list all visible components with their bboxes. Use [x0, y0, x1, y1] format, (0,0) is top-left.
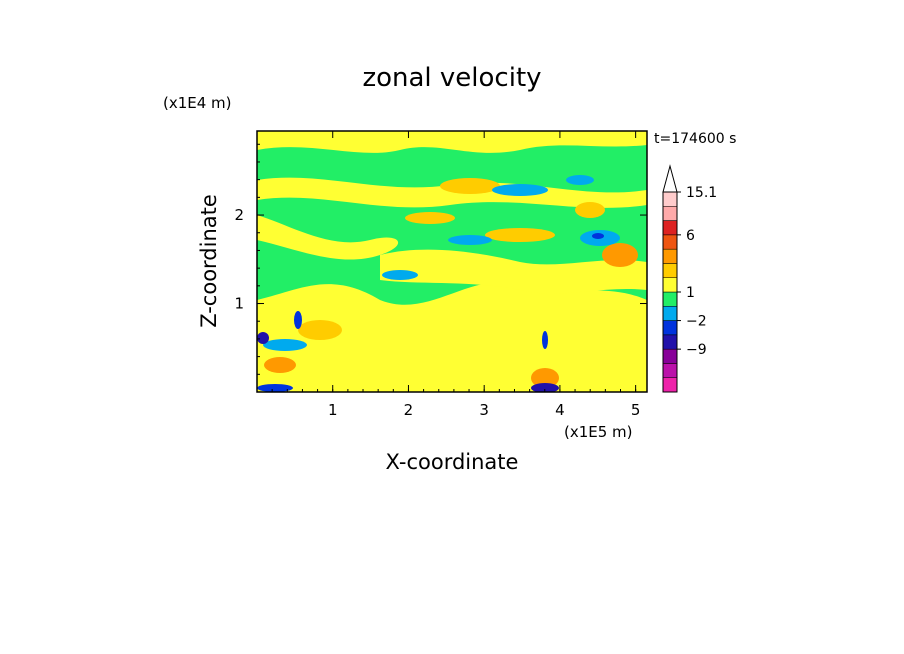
x-tick-label: 5	[631, 401, 641, 419]
y-tick-label: 1	[234, 295, 244, 313]
time-label: t=174600 s	[654, 131, 736, 147]
colorbar-segment	[662, 277, 678, 293]
plot-frame	[256, 130, 648, 393]
colorbar-segment	[662, 263, 678, 278]
colorbar-tick-label: −9	[686, 342, 707, 358]
colorbar-segment	[662, 320, 678, 336]
field-region-positive	[257, 177, 647, 208]
colorbar-segment	[662, 191, 678, 207]
field-region-positive	[257, 215, 399, 260]
colorbar-tick-label: −2	[686, 314, 707, 330]
colorbar-segment	[662, 220, 678, 236]
colorbar-segment	[662, 306, 678, 321]
colorbar-tick-label: 6	[686, 228, 695, 244]
colorbar-segment	[662, 363, 678, 378]
field-band-orange	[575, 202, 605, 218]
field-band-orange	[485, 228, 555, 242]
field-band-cyan	[566, 175, 594, 185]
colorbar-segment	[662, 291, 678, 307]
field-region-positive	[257, 282, 647, 392]
colorbar: 15.1 6 1 −2 −9	[662, 164, 717, 393]
field-band-cyan	[263, 339, 307, 351]
y-axis-ticks: 12	[234, 143, 647, 375]
colorbar-segment	[662, 234, 678, 250]
field-core-negative	[257, 384, 293, 392]
field-band-orange	[440, 178, 500, 194]
field-band-cyan	[492, 184, 548, 196]
colorbar-segment	[662, 377, 678, 393]
x-tick-label: 2	[404, 401, 414, 419]
field-core-negative	[257, 332, 269, 344]
x-tick-label: 3	[479, 401, 489, 419]
x-tick-label: 4	[555, 401, 565, 419]
colorbar-tick-label: 15.1	[686, 185, 717, 201]
y-tick-label: 2	[234, 206, 244, 224]
colorbar-segment	[662, 206, 678, 221]
field-band-orange	[298, 320, 342, 340]
field-band-orange	[602, 243, 638, 267]
colorbar-segment	[662, 334, 678, 350]
y-axis-label: Z-coordinate	[197, 194, 221, 328]
x-unit-label: (x1E5 m)	[564, 423, 633, 441]
x-axis-label: X-coordinate	[386, 450, 519, 474]
colorbar-segment	[662, 248, 678, 264]
field-core-negative	[542, 331, 548, 349]
contour-plot	[257, 131, 647, 392]
field-core-negative	[531, 383, 559, 392]
field-core-negative	[592, 233, 604, 239]
colorbar-segment	[662, 348, 678, 364]
field-band-cyan	[382, 270, 418, 280]
colorbar-extend-arrow	[662, 164, 678, 193]
x-axis-ticks: 1 2 3 4 5	[271, 131, 641, 419]
field-band-cyan	[448, 235, 492, 245]
field-region-positive	[380, 249, 647, 294]
y-unit-label: (x1E4 m)	[163, 94, 232, 112]
chart-title: zonal velocity	[362, 63, 541, 93]
colorbar-tick-label: 1	[686, 285, 695, 301]
field-band-orange	[405, 212, 455, 224]
field-region-positive	[257, 131, 647, 153]
field-band-orange	[531, 368, 559, 388]
field-core-negative	[294, 311, 302, 329]
x-tick-label: 1	[328, 401, 338, 419]
field-band-orange	[264, 357, 296, 373]
